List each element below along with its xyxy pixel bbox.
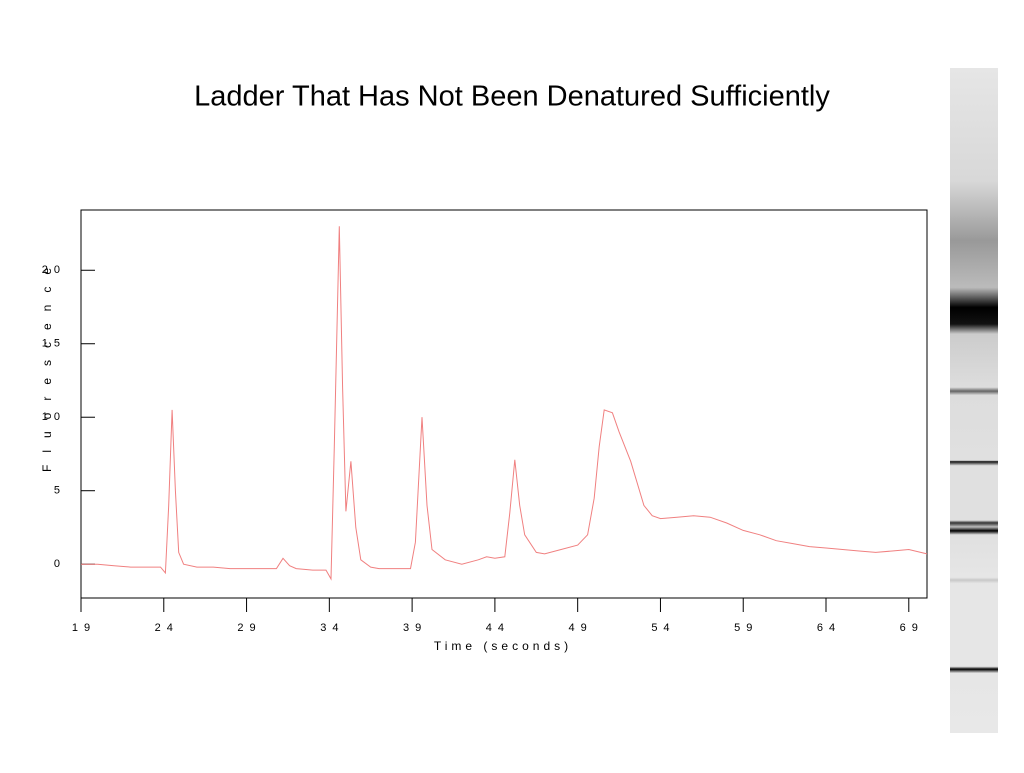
x-tick-label: 44 bbox=[486, 622, 510, 634]
y-tick-label: 5 bbox=[54, 485, 66, 497]
plot-frame bbox=[80, 209, 928, 599]
x-tick-label: 39 bbox=[403, 622, 427, 634]
x-tick-label: 54 bbox=[651, 622, 675, 634]
x-tick-label: 64 bbox=[817, 622, 841, 634]
chart-title: Ladder That Has Not Been Denatured Suffi… bbox=[194, 81, 830, 113]
gel-lane bbox=[950, 68, 998, 733]
y-tick-label: 0 bbox=[54, 558, 66, 570]
y-tick-label: 20 bbox=[42, 264, 66, 276]
x-tick-label: 24 bbox=[155, 622, 179, 634]
data-line bbox=[81, 226, 928, 581]
x-tick-label: 34 bbox=[320, 622, 344, 634]
y-tick-label: 10 bbox=[42, 411, 66, 423]
x-tick-label: 49 bbox=[569, 622, 593, 634]
y-tick-label: 15 bbox=[42, 338, 66, 350]
x-axis-label: Time (seconds) bbox=[434, 639, 572, 653]
x-tick-label: 29 bbox=[237, 622, 261, 634]
y-axis-label: Fluorescence bbox=[40, 256, 54, 472]
x-tick-label: 19 bbox=[72, 622, 96, 634]
x-tick-label: 69 bbox=[900, 622, 924, 634]
x-tick-label: 59 bbox=[734, 622, 758, 634]
